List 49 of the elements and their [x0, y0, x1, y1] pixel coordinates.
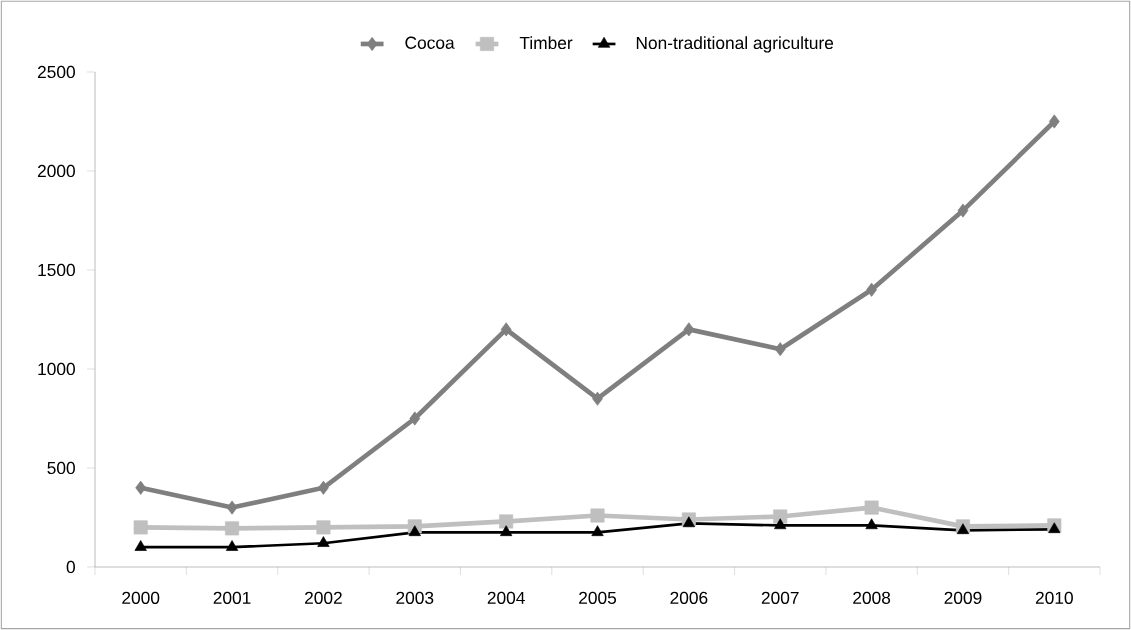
legend-label: Non-traditional agriculture	[636, 36, 834, 53]
legend-label: Cocoa	[405, 36, 455, 49]
x-tick-label: 2009	[944, 591, 982, 604]
x-tick-label: 2006	[670, 591, 708, 604]
y-tick-label: 0	[66, 560, 75, 574]
point	[683, 322, 695, 337]
point	[135, 480, 147, 495]
point	[774, 342, 786, 357]
point	[499, 514, 514, 529]
x-tick-label: 2005	[579, 591, 617, 604]
y-tick-label: 2500	[37, 65, 75, 79]
point	[500, 525, 513, 537]
point	[591, 525, 604, 537]
x-tick-label: 2003	[396, 591, 434, 604]
point	[956, 523, 970, 535]
point	[590, 508, 605, 523]
point	[317, 536, 330, 547]
point	[316, 520, 331, 535]
x-tick-label: 2008	[853, 591, 891, 604]
legend-label: Timber	[519, 36, 573, 50]
x-tick-label: 2010	[1035, 591, 1073, 604]
x-tick-label: 2001	[213, 591, 251, 604]
x-tick-label: 2004	[487, 591, 525, 604]
y-tick-label: 1000	[38, 362, 75, 376]
point	[865, 518, 878, 530]
point	[1048, 114, 1060, 129]
point	[1048, 522, 1061, 534]
x-tick-label: 2007	[761, 591, 799, 604]
x-tick-label: 2000	[122, 591, 160, 604]
point	[225, 521, 240, 536]
point	[409, 411, 421, 426]
y-tick-label: 2000	[37, 164, 75, 178]
point	[225, 540, 239, 551]
point	[133, 520, 148, 535]
point	[774, 518, 787, 530]
point	[500, 322, 512, 337]
point	[318, 480, 329, 495]
point	[134, 540, 147, 551]
point	[408, 525, 421, 537]
point	[866, 282, 877, 297]
point	[592, 391, 603, 406]
point	[773, 509, 788, 524]
point	[682, 516, 695, 528]
x-tick-label: 2002	[305, 591, 342, 604]
y-tick-label: 1500	[38, 263, 75, 277]
point	[957, 203, 969, 218]
point	[226, 500, 238, 515]
y-tick-label: 500	[47, 461, 75, 475]
point	[864, 500, 879, 515]
